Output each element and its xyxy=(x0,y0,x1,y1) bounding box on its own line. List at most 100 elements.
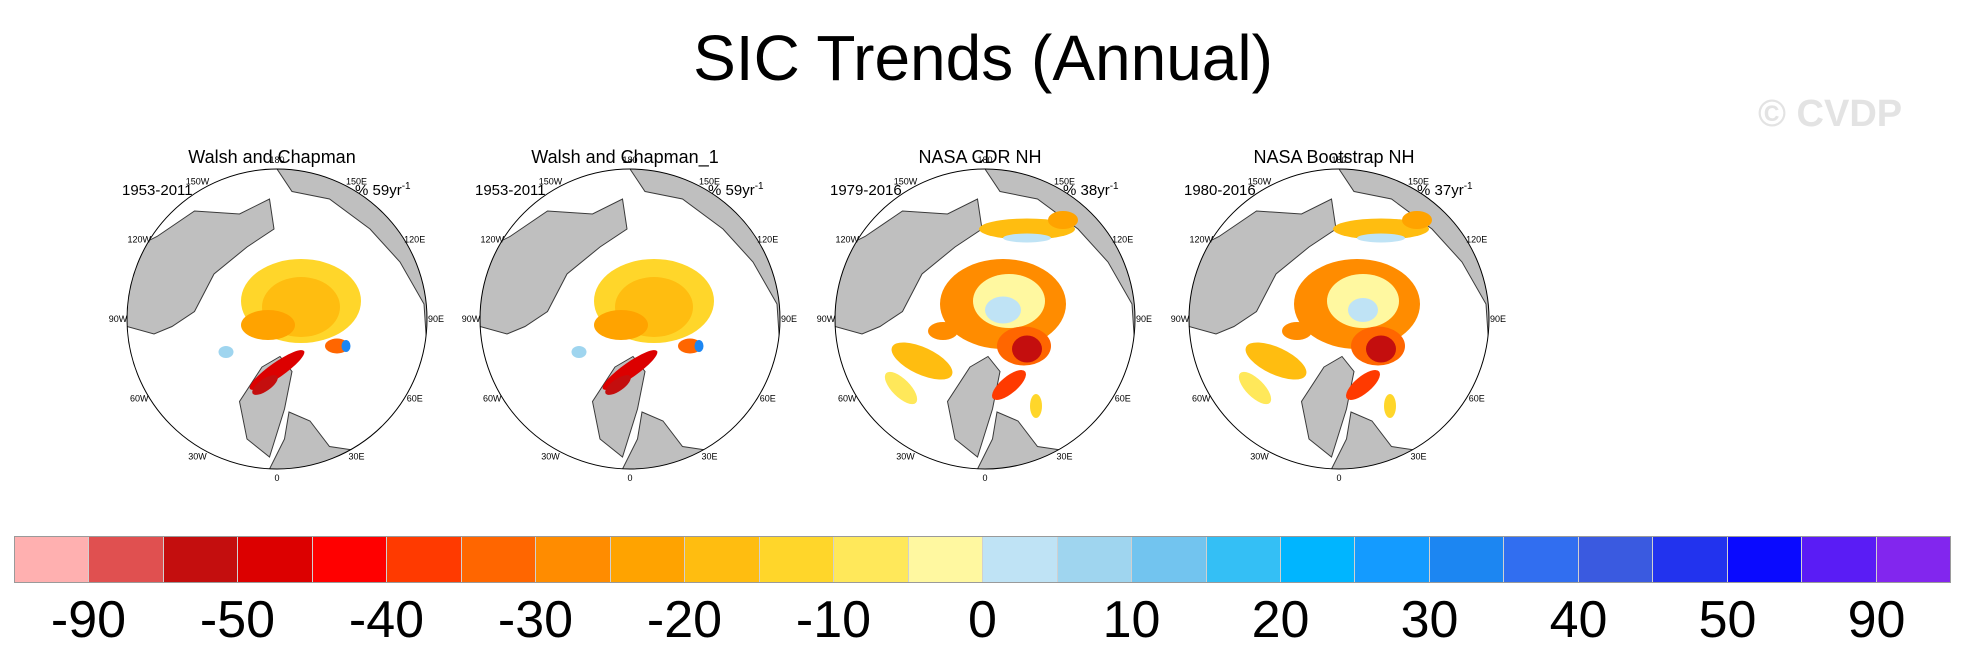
colorbar-swatch xyxy=(89,537,164,582)
colorbar-swatch xyxy=(1057,537,1133,582)
longitude-label: 60W xyxy=(1192,394,1211,404)
colorbar-swatch xyxy=(983,537,1058,582)
longitude-label: 60W xyxy=(130,394,149,404)
longitude-label: 90E xyxy=(781,314,797,324)
longitude-label: 60E xyxy=(1115,394,1131,404)
map-border xyxy=(126,168,428,470)
longitude-label: 30E xyxy=(701,452,717,462)
land-north-america xyxy=(480,198,628,335)
colorbar-tick-label: -40 xyxy=(348,591,425,649)
colorbar-swatch xyxy=(163,537,239,582)
longitude-label: 30W xyxy=(1250,452,1269,462)
trend-patch xyxy=(594,310,648,340)
longitude-label: 0 xyxy=(627,473,632,483)
longitude-label: 120E xyxy=(757,235,778,245)
panel-title: NASA Bootstrap NH xyxy=(1253,147,1415,167)
colorbar-swatch xyxy=(1802,537,1877,582)
longitude-label: 90W xyxy=(817,314,836,324)
panel-period: 1980-2016 xyxy=(1184,182,1256,199)
colorbar-tick-label: -90 xyxy=(50,591,127,649)
longitude-label: 120E xyxy=(1466,235,1487,245)
map-clip-group xyxy=(835,169,1135,469)
trend-patch xyxy=(1030,394,1042,418)
colorbar-swatch xyxy=(1578,537,1654,582)
trend-patch xyxy=(1238,371,1272,405)
colorbar-tick-label: 90 xyxy=(1847,591,1906,649)
longitude-label: 90E xyxy=(428,314,444,324)
trend-patch xyxy=(341,340,351,352)
colorbar-swatch xyxy=(1429,537,1505,582)
colorbar-swatch xyxy=(610,537,686,582)
longitude-label: 0 xyxy=(982,473,987,483)
panel-units: % 37yr-1 xyxy=(1417,181,1473,199)
map-clip-group xyxy=(1189,169,1489,469)
trend-patch xyxy=(1012,335,1042,363)
longitude-label: 90E xyxy=(1490,314,1506,324)
panel-title: Walsh and Chapman_1 xyxy=(531,147,719,167)
longitude-label: 180 xyxy=(1331,155,1346,165)
panel-units: % 38yr-1 xyxy=(1063,181,1119,199)
longitude-label: 60E xyxy=(1469,394,1485,404)
colorbar-tick-label: 20 xyxy=(1251,591,1310,649)
colorbar-swatch xyxy=(759,537,835,582)
figure-title: SIC Trends (Annual) xyxy=(693,22,1273,94)
panel-title: NASA CDR NH xyxy=(918,147,1042,167)
longitude-label: 0 xyxy=(1336,473,1341,483)
land-north-america xyxy=(127,198,275,335)
colorbar-tick-label: 50 xyxy=(1698,591,1757,649)
polar-map: 180 150E 120E 90E 60E 30E 0 30W 60W 90W 120W 150W xyxy=(109,155,444,483)
longitude-label: 150E xyxy=(346,176,367,186)
map-border xyxy=(479,168,781,470)
longitude-label: 180 xyxy=(622,155,637,165)
colorbar-tick-label: 10 xyxy=(1102,591,1161,649)
map-wrap: 180 150E 120E 90E 60E 30E 0 30W 60W 90W 120W 150W xyxy=(462,155,797,483)
longitude-label: 60W xyxy=(838,394,857,404)
polar-map: 180 150E 120E 90E 60E 30E 0 30W 60W 90W 120W 150W xyxy=(817,155,1152,483)
colorbar-tick-label: -50 xyxy=(199,591,276,649)
land-north-america xyxy=(1189,198,1337,335)
longitude-label: 60E xyxy=(760,394,776,404)
colorbar-swatch xyxy=(908,537,984,582)
trend-patch xyxy=(1346,370,1380,400)
trend-patch xyxy=(1402,211,1432,229)
panel-units: % 59yr-1 xyxy=(708,181,764,199)
map-border xyxy=(1188,168,1490,470)
longitude-label: 150W xyxy=(1248,176,1272,186)
longitude-label: 120W xyxy=(128,235,152,245)
map-wrap: 180 150E 120E 90E 60E 30E 0 30W 60W 90W 120W 150W xyxy=(817,155,1152,483)
trend-patch xyxy=(571,346,587,358)
land-greenland xyxy=(946,355,1001,458)
longitude-label: 30W xyxy=(896,452,915,462)
land-north-america xyxy=(835,198,983,335)
longitude-label: 90W xyxy=(1171,314,1190,324)
map-layer: 180 150E 120E 90E 60E 30E 0 30W 60W 90W 120W 150W xyxy=(109,155,444,483)
panel-period: 1953-2011 xyxy=(122,182,193,199)
longitude-label: 120E xyxy=(404,235,425,245)
trend-patch xyxy=(252,375,278,395)
panel-units: % 59yr-1 xyxy=(355,181,411,199)
longitude-label: 0 xyxy=(274,473,279,483)
colorbar-swatch xyxy=(312,537,388,582)
colorbar-swatch xyxy=(1876,537,1951,582)
longitude-label: 150W xyxy=(539,176,563,186)
map-wrap: 180 150E 120E 90E 60E 30E 0 30W 60W 90W 120W 150W xyxy=(1171,155,1506,483)
colorbar-swatch xyxy=(387,537,462,582)
colorbar-swatch xyxy=(1504,537,1579,582)
longitude-label: 30E xyxy=(348,452,364,462)
trend-patch xyxy=(884,371,918,405)
longitude-label: 150E xyxy=(699,176,720,186)
colorbar-swatch xyxy=(15,537,90,582)
colorbar-tick-label: 30 xyxy=(1400,591,1459,649)
colorbar-swatch xyxy=(1132,537,1207,582)
longitude-label: 150E xyxy=(1054,176,1075,186)
colorbar-swatch xyxy=(536,537,611,582)
map-wrap: 180 150E 120E 90E 60E 30E 0 30W 60W 90W 120W 150W xyxy=(109,155,444,483)
colorbar-swatch xyxy=(461,537,537,582)
trend-patch xyxy=(1348,298,1378,322)
longitude-label: 90W xyxy=(109,314,128,324)
map-panel-nasa-bootstrap: NASA Bootstrap NH 1980-2016 % 37yr-1 180… xyxy=(1171,146,1524,506)
longitude-label: 60W xyxy=(483,394,502,404)
longitude-label: 120W xyxy=(481,235,505,245)
trend-patch xyxy=(1048,211,1078,229)
cvdp-watermark: © CVDP xyxy=(1758,93,1903,135)
